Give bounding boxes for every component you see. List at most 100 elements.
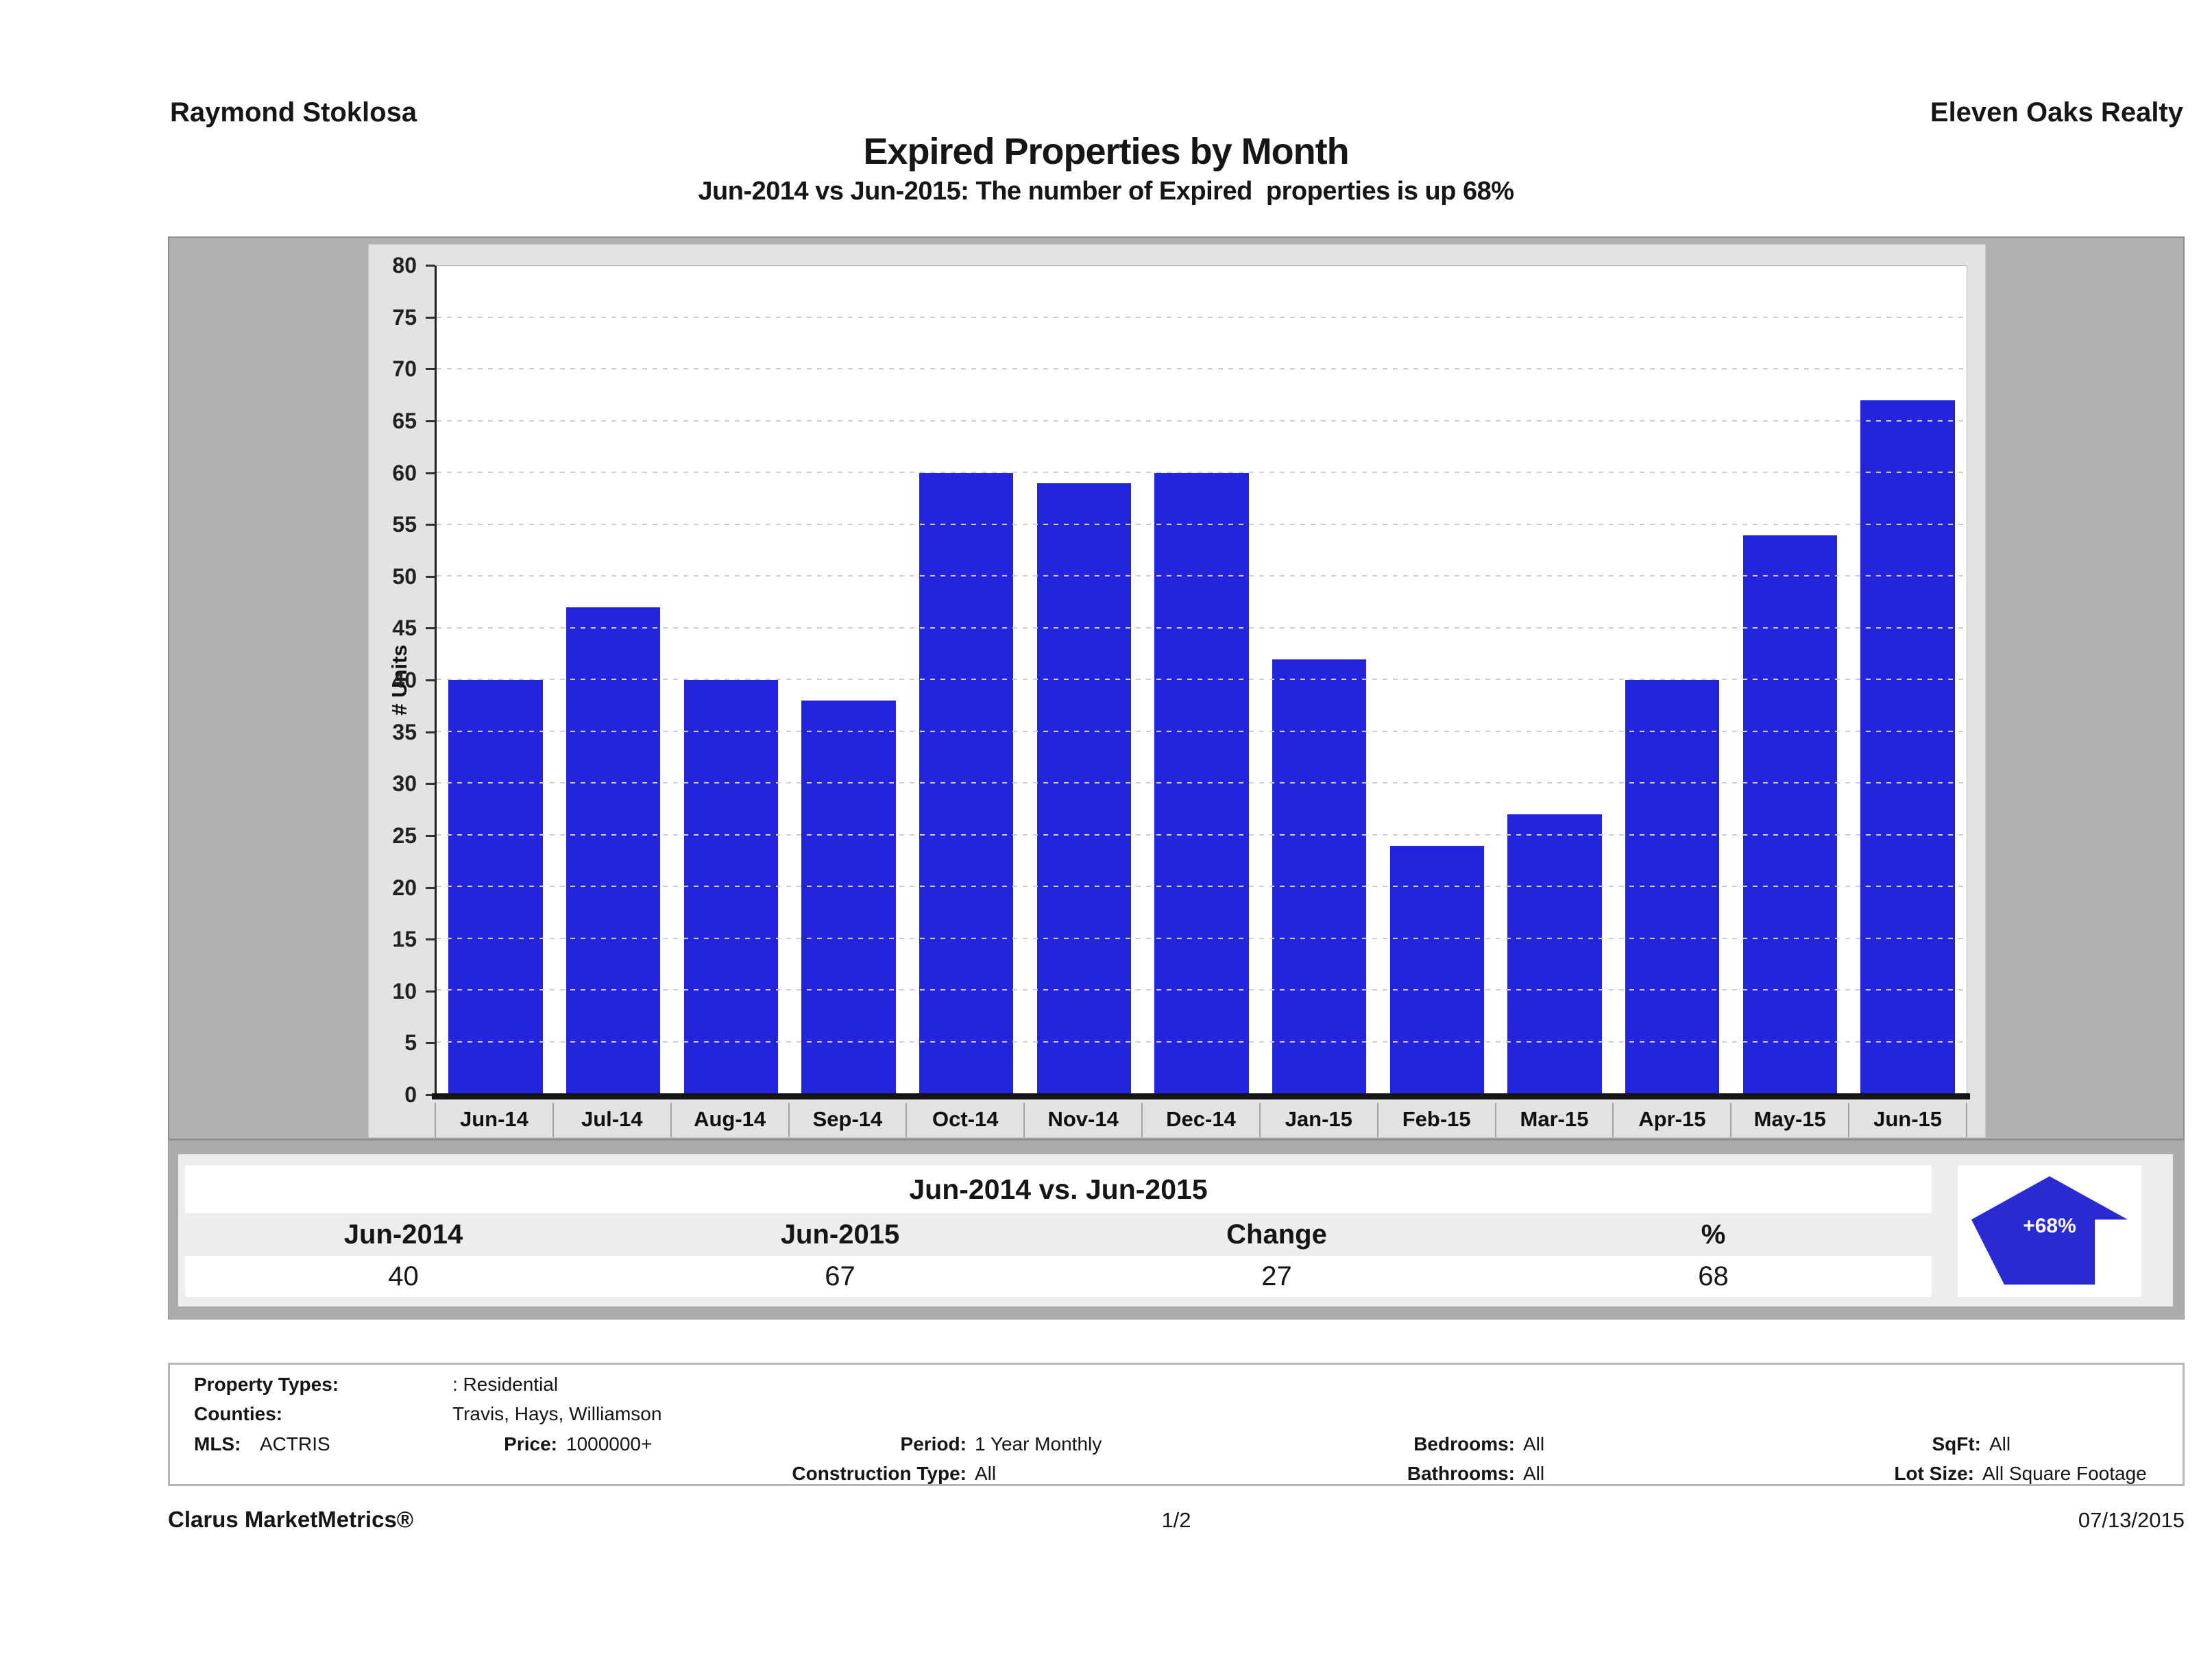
- gridline-30: [437, 782, 1967, 783]
- gridline-10: [437, 989, 1967, 990]
- y-tick-mark-25: [426, 834, 435, 837]
- bar-Feb-15: [1389, 845, 1485, 1094]
- report-title: Expired Properties by Month: [863, 131, 1349, 172]
- y-tick-label-75: 75: [392, 304, 417, 330]
- gridline-55: [437, 523, 1967, 525]
- summary-col-value-2: 27: [1261, 1261, 1292, 1291]
- criteria-row-4: Construction Type: All Bathrooms: All Lo…: [170, 1462, 2183, 1485]
- y-tick-mark-65: [426, 420, 435, 422]
- criteria-row-1: Property Types: : Residential: [170, 1373, 2183, 1396]
- x-tick-label-Jun-15: Jun-15: [1848, 1103, 1966, 1137]
- x-tick-label-Nov-14: Nov-14: [1023, 1103, 1141, 1137]
- chart-outer-frame: # Units 0 5 10 15 20 25 30 35 40 45 50 55 60 65 70 75 80…: [168, 236, 2185, 1140]
- mls-value: ACTRIS: [260, 1433, 330, 1455]
- y-tick-label-45: 45: [392, 616, 417, 641]
- y-tick-mark-35: [426, 731, 435, 733]
- x-tick-label-Jun-14: Jun-14: [435, 1103, 552, 1137]
- x-tick-label-Aug-14: Aug-14: [670, 1103, 788, 1137]
- y-tick-label-30: 30: [392, 771, 417, 797]
- x-tick-label-Jan-15: Jan-15: [1259, 1103, 1377, 1137]
- price-label: Price:: [504, 1433, 557, 1455]
- y-tick-mark-80: [426, 265, 435, 267]
- x-tick-label-Oct-14: Oct-14: [906, 1103, 1023, 1137]
- y-tick-label-20: 20: [392, 875, 417, 900]
- y-tick-label-65: 65: [392, 408, 417, 433]
- summary-col-header-2: Change: [1226, 1219, 1327, 1250]
- bar-slot-Jan-15: [1261, 266, 1378, 1094]
- y-tick-mark-45: [426, 627, 435, 630]
- x-tick-label-Mar-15: Mar-15: [1494, 1103, 1613, 1137]
- property-types-value: : Residential: [452, 1374, 559, 1395]
- bar-Nov-14: [1036, 483, 1131, 1094]
- bar-slot-Mar-15: [1496, 266, 1614, 1094]
- sqft-label: SqFt:: [1932, 1433, 1981, 1455]
- gridline-70: [437, 368, 1967, 369]
- bar-Oct-14: [919, 473, 1014, 1094]
- summary-table-frame: Jun-2014 vs. Jun-2015 Jun-2014 Jun-2015 Ch…: [168, 1140, 2185, 1320]
- bar-slot-Apr-15: [1614, 266, 1731, 1094]
- y-tick-mark-60: [426, 472, 435, 474]
- gridline-65: [437, 420, 1967, 422]
- counties-value: Travis, Hays, Williamson: [452, 1403, 662, 1424]
- gridline-60: [437, 472, 1967, 473]
- bar-slot-Sep-14: [790, 266, 908, 1094]
- criteria-row-3: MLS: ACTRIS Price: 1000000+ Period: 1 Ye…: [170, 1433, 2183, 1456]
- bedrooms-label: Bedrooms:: [1413, 1433, 1515, 1455]
- period-label: Period:: [900, 1433, 967, 1455]
- y-tick-mark-55: [426, 524, 435, 526]
- y-axis: 0 5 10 15 20 25 30 35 40 45 50 55 60 65 70 75 80: [369, 253, 435, 1107]
- bar-Dec-14: [1154, 473, 1249, 1094]
- summary-col-value-0: 40: [388, 1261, 419, 1291]
- x-tick-label-Sep-14: Sep-14: [788, 1103, 906, 1137]
- gridline-75: [437, 316, 1967, 318]
- summary-rows: Jun-2014 vs. Jun-2015 Jun-2014 Jun-2015 Ch…: [185, 1165, 1932, 1297]
- property-types-label: Property Types:: [194, 1374, 339, 1395]
- summary-title: Jun-2014 vs. Jun-2015: [185, 1165, 1932, 1213]
- bar-Mar-15: [1507, 814, 1602, 1094]
- bar-series: [437, 266, 1967, 1094]
- bedrooms-value: All: [1523, 1433, 1545, 1455]
- change-badge: +68%: [2023, 1215, 2076, 1237]
- y-tick-mark-40: [426, 679, 435, 681]
- price-value: 1000000+: [566, 1433, 653, 1455]
- y-tick-mark-30: [426, 783, 435, 786]
- bar-Apr-15: [1625, 680, 1720, 1094]
- y-tick-label-70: 70: [392, 356, 417, 382]
- construction-type-value: All: [975, 1463, 997, 1484]
- brand-footer: Clarus MarketMetrics®: [168, 1507, 414, 1532]
- company-name: Eleven Oaks Realty: [1930, 97, 2183, 127]
- lot-size-value: All Square Footage: [1982, 1463, 2147, 1484]
- bar-slot-Feb-15: [1378, 266, 1496, 1094]
- gridline-40: [437, 679, 1967, 680]
- page-number: 1/2: [1161, 1508, 1191, 1532]
- bathrooms-value: All: [1523, 1463, 1545, 1484]
- bar-slot-Jun-15: [1849, 266, 1967, 1094]
- bar-Jun-15: [1860, 400, 1955, 1094]
- x-tick-label-Feb-15: Feb-15: [1376, 1103, 1495, 1137]
- y-tick-label-25: 25: [392, 823, 417, 848]
- bar-slot-Jul-14: [555, 266, 672, 1094]
- gridline-15: [437, 937, 1967, 939]
- bar-slot-Nov-14: [1025, 266, 1143, 1094]
- y-tick-mark-5: [426, 1042, 435, 1045]
- criteria-row-2: Counties: Travis, Hays, Williamson: [170, 1402, 2183, 1426]
- y-tick-label-50: 50: [392, 563, 417, 589]
- y-tick-mark-75: [426, 316, 435, 319]
- summary-col-header-0: Jun-2014: [343, 1219, 463, 1250]
- x-tick-label-May-15: May-15: [1730, 1103, 1848, 1137]
- bar-May-15: [1742, 535, 1838, 1094]
- y-tick-mark-70: [426, 368, 435, 371]
- summary-col-header-1: Jun-2015: [780, 1219, 900, 1250]
- x-axis-labels: Jun-14 Jul-14 Aug-14 Sep-14 Oct-14 Nov-14 Dec-…: [435, 1103, 1967, 1137]
- bar-slot-Oct-14: [908, 266, 1025, 1094]
- y-tick-label-80: 80: [392, 253, 417, 278]
- criteria-panel: Property Types: : Residential Counties: …: [168, 1363, 2185, 1486]
- x-axis-line: [432, 1093, 1970, 1099]
- y-tick-label-60: 60: [392, 460, 417, 485]
- bar-Jul-14: [566, 607, 661, 1094]
- x-tick-label-Dec-14: Dec-14: [1141, 1103, 1259, 1137]
- y-tick-mark-20: [426, 886, 435, 889]
- y-tick-label-0: 0: [404, 1082, 417, 1107]
- y-tick-mark-0: [426, 1094, 435, 1096]
- bathrooms-label: Bathrooms:: [1407, 1463, 1515, 1484]
